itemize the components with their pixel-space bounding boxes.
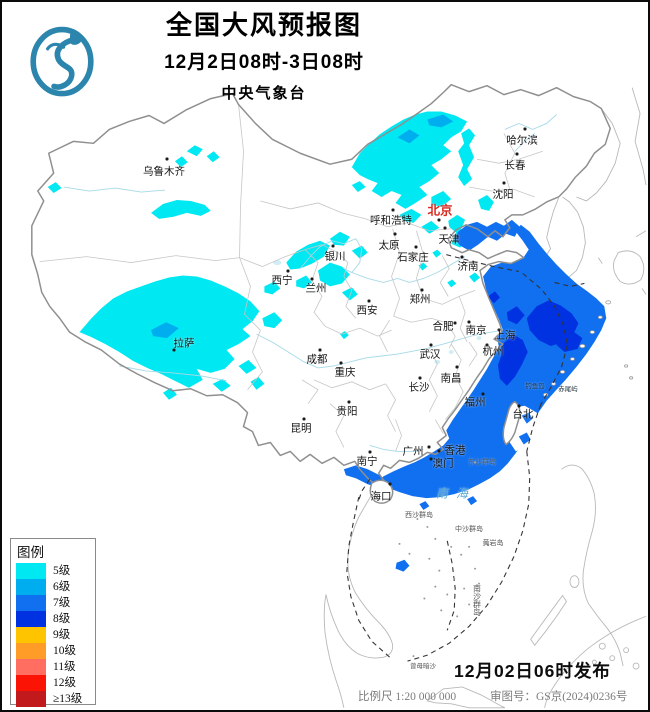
legend-item: ≥13级 xyxy=(16,691,95,707)
legend-item: 6级 xyxy=(16,579,95,595)
legend-item: 5级 xyxy=(16,563,95,579)
legend-item-label: ≥13级 xyxy=(53,693,83,705)
legend-color-swatch xyxy=(16,579,46,595)
agency-name: 中央气象台 xyxy=(221,85,307,102)
legend-item-label: 5级 xyxy=(53,565,71,577)
legend-color-swatch xyxy=(16,627,46,643)
legend-color-swatch xyxy=(16,563,46,579)
neighbor-coastlines xyxy=(323,87,647,709)
map-header: 全国大风预报图 12月2日08时-3日08时 中央气象台 xyxy=(114,10,414,103)
wind-area-level6 xyxy=(151,114,454,339)
legend-color-swatch xyxy=(16,595,46,611)
map-scale: 比例尺 1:20 000 000 xyxy=(358,691,457,703)
wind-area-level5 xyxy=(47,111,494,400)
legend-item-label: 12级 xyxy=(53,677,76,689)
legend-item-label: 10级 xyxy=(53,645,76,657)
maritime-dashed-lines xyxy=(346,254,585,662)
legend-item: 11级 xyxy=(16,659,95,675)
legend-item: 8级 xyxy=(16,611,95,627)
forecast-period: 12月2日08时-3日08时 xyxy=(164,52,364,73)
legend-title: 图例 xyxy=(17,545,44,560)
legend-color-swatch xyxy=(16,611,46,627)
map-approval-number: 审图号：GS京(2024)0236号 xyxy=(490,691,628,703)
legend-box: 图例 5级 6级 7级 8级 9级 10级 11级 12级 ≥13级 xyxy=(10,538,96,707)
south-sea-islets xyxy=(398,461,490,658)
legend-item: 12级 xyxy=(16,675,95,691)
legend-rows: 5级 6级 7级 8级 9级 10级 11级 12级 ≥13级 xyxy=(16,563,95,707)
legend-color-swatch xyxy=(16,643,46,659)
legend-item-label: 8级 xyxy=(53,613,71,625)
cma-dragon-logo xyxy=(22,18,102,102)
legend-item: 7级 xyxy=(16,595,95,611)
legend-item: 10级 xyxy=(16,643,95,659)
legend-item-label: 6级 xyxy=(53,581,71,593)
legend-item: 9级 xyxy=(16,627,95,643)
legend-item-label: 11级 xyxy=(53,661,76,673)
wind-specks-level7 xyxy=(518,412,533,445)
page-title: 全国大风预报图 xyxy=(165,10,362,40)
legend-color-swatch xyxy=(16,691,46,707)
ryukyu-islands xyxy=(543,300,634,397)
legend-item-label: 7级 xyxy=(53,597,71,609)
province-borders xyxy=(39,104,543,452)
issue-time: 12月02日06时发布 xyxy=(454,661,611,681)
national-border xyxy=(31,83,611,504)
legend-item-label: 9级 xyxy=(53,629,71,641)
legend-color-swatch xyxy=(16,675,46,691)
legend-color-swatch xyxy=(16,659,46,675)
